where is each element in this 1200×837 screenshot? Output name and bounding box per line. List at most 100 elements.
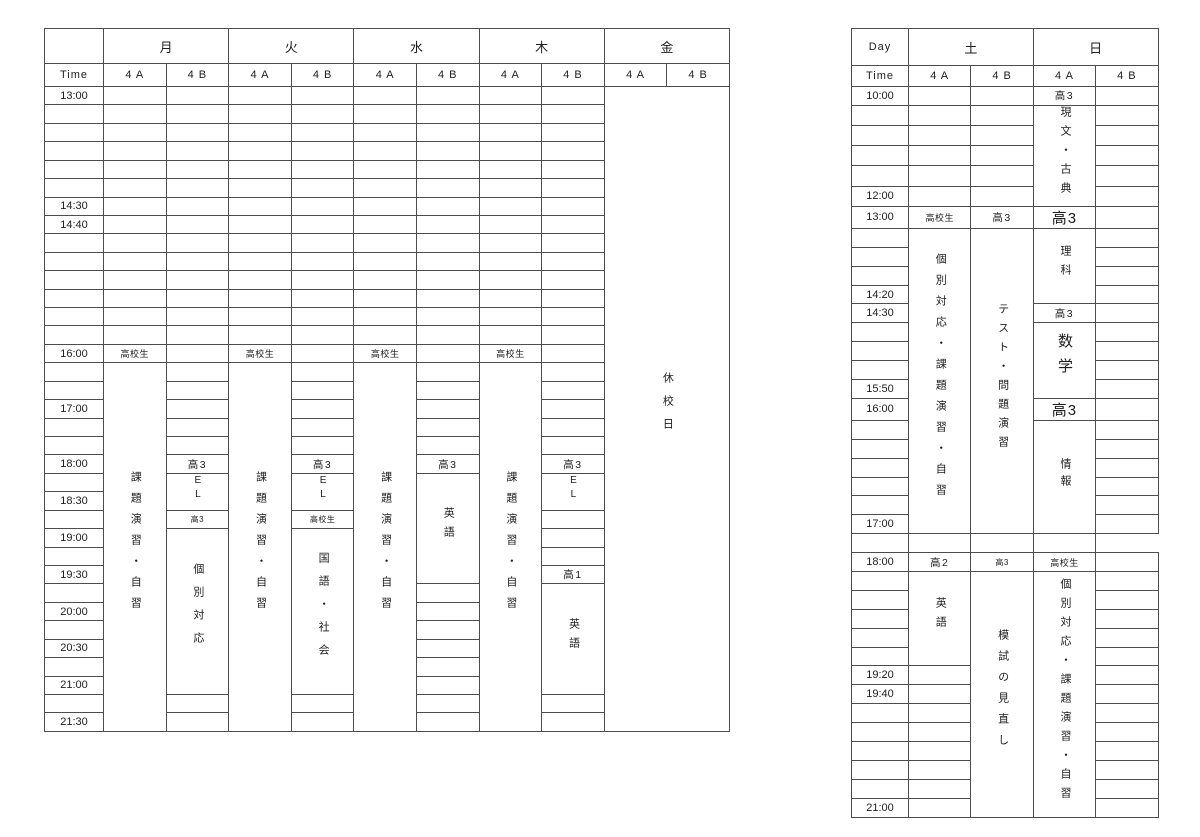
grid-cell (290, 417, 355, 438)
grid-cell (415, 196, 480, 216)
grid-cell (165, 159, 230, 180)
grid-cell (851, 741, 909, 761)
grid-cell (353, 159, 417, 180)
class-header-4b: 4 B (165, 63, 230, 87)
grid-cell (415, 214, 480, 235)
weekday-timetable: 月 火 水 木 金 Time 4 A 4 B 4 A 4 B 4 A 4 B 4… (44, 28, 730, 732)
grid-cell (541, 509, 605, 530)
grid-cell (44, 288, 104, 309)
grid-cell (907, 665, 972, 686)
grid-cell (415, 362, 480, 382)
time-cell: 21:30 (44, 712, 104, 732)
grid-cell (228, 159, 292, 180)
grid-cell (541, 417, 605, 438)
grid-cell (415, 85, 480, 106)
grid-cell (478, 141, 543, 161)
grid-cell (541, 159, 605, 180)
grid-cell (415, 417, 480, 438)
day-header-sat: 土 (908, 28, 1034, 66)
grid-cell (478, 307, 543, 327)
grid-cell (103, 307, 167, 327)
grid-cell (1095, 457, 1159, 478)
grid-cell (165, 270, 230, 290)
grid-cell (415, 343, 480, 364)
grid-cell (541, 233, 605, 253)
grid-cell (970, 533, 1034, 554)
grid-cell (415, 436, 480, 456)
corner-cell (44, 28, 104, 64)
grid-cell (1095, 284, 1159, 305)
sun-4a-grade-1300: 高3 (1032, 205, 1097, 229)
grid-cell (541, 214, 605, 235)
grid-cell (1095, 646, 1159, 667)
grid-cell (851, 533, 909, 554)
grid-cell (290, 693, 355, 714)
grid-cell (415, 693, 480, 714)
tue-4a-grade-tag: 高校生 (228, 343, 292, 364)
grid-cell (165, 325, 230, 345)
grid-cell (353, 141, 417, 161)
tue-4a-activity: 課題演習・自習 (254, 471, 267, 619)
grid-cell (851, 104, 909, 127)
grid-cell (103, 288, 167, 309)
grid-cell (415, 307, 480, 327)
mon-4b-grade: 高3 (165, 454, 230, 474)
grid-cell (478, 270, 543, 290)
grid-cell (907, 185, 972, 207)
grid-cell (851, 778, 909, 799)
grid-cell (907, 797, 972, 818)
grid-cell (165, 104, 230, 124)
grid-cell (44, 362, 104, 382)
grid-cell (907, 722, 972, 743)
grid-cell (103, 214, 167, 235)
time-cell: 14:20 (851, 284, 909, 305)
time-cell: 18:00 (851, 552, 909, 573)
grid-cell (1095, 722, 1159, 743)
grid-cell (851, 360, 909, 381)
thu-4b-subject-cell: 英語 (541, 583, 605, 695)
sat-4a-grade-tag: 高校生 (907, 205, 972, 229)
grid-cell (103, 141, 167, 161)
grid-cell (165, 85, 230, 106)
grid-cell (1095, 703, 1159, 724)
grid-cell (1095, 684, 1159, 705)
day-header-mon: 月 (102, 28, 230, 64)
sat-4b-grade-small: 高3 (970, 552, 1034, 573)
thu-4b-subject: 英語 (567, 617, 580, 656)
grid-cell (1095, 571, 1159, 591)
weekend-timetable: Day 土 日 Time 4 A 4 B 4 A 4 B 10:00 高3 現文… (851, 28, 1159, 818)
grid-cell (1095, 185, 1159, 207)
grid-cell (415, 675, 480, 695)
grid-cell (970, 104, 1034, 127)
grid-cell (541, 288, 605, 309)
grid-cell (165, 196, 230, 216)
grid-cell (415, 601, 480, 622)
grid-cell (415, 233, 480, 253)
grid-cell (851, 589, 909, 610)
grid-cell (353, 325, 417, 345)
grid-cell (165, 417, 230, 438)
sat-4a-grade-1800: 高2 (907, 552, 972, 573)
day-header-fri: 金 (603, 28, 730, 64)
class-header-4b: 4 B (290, 63, 355, 87)
grid-cell (228, 233, 292, 253)
grid-cell (541, 325, 605, 345)
grid-cell (851, 457, 909, 478)
grid-cell (415, 141, 480, 161)
sun-4a-evening-cell: 個別対応・課題演習・自習 (1032, 571, 1097, 818)
grid-cell (290, 251, 355, 272)
grid-cell (44, 436, 104, 456)
grid-cell (1095, 665, 1159, 686)
thu-4a-activity-cell: 課題演習・自習 (478, 362, 543, 732)
time-cell: 14:40 (44, 214, 104, 235)
grid-cell (478, 288, 543, 309)
grid-cell (851, 246, 909, 267)
sun-4a-grade-tag-1800: 高校生 (1032, 552, 1097, 573)
grid-cell (228, 214, 292, 235)
class-header-4a: 4 A (1032, 65, 1097, 87)
grid-cell (907, 125, 972, 147)
grid-cell (851, 419, 909, 440)
class-header-4a: 4 A (103, 63, 167, 87)
grid-cell (541, 362, 605, 382)
time-cell: 15:50 (851, 379, 909, 399)
